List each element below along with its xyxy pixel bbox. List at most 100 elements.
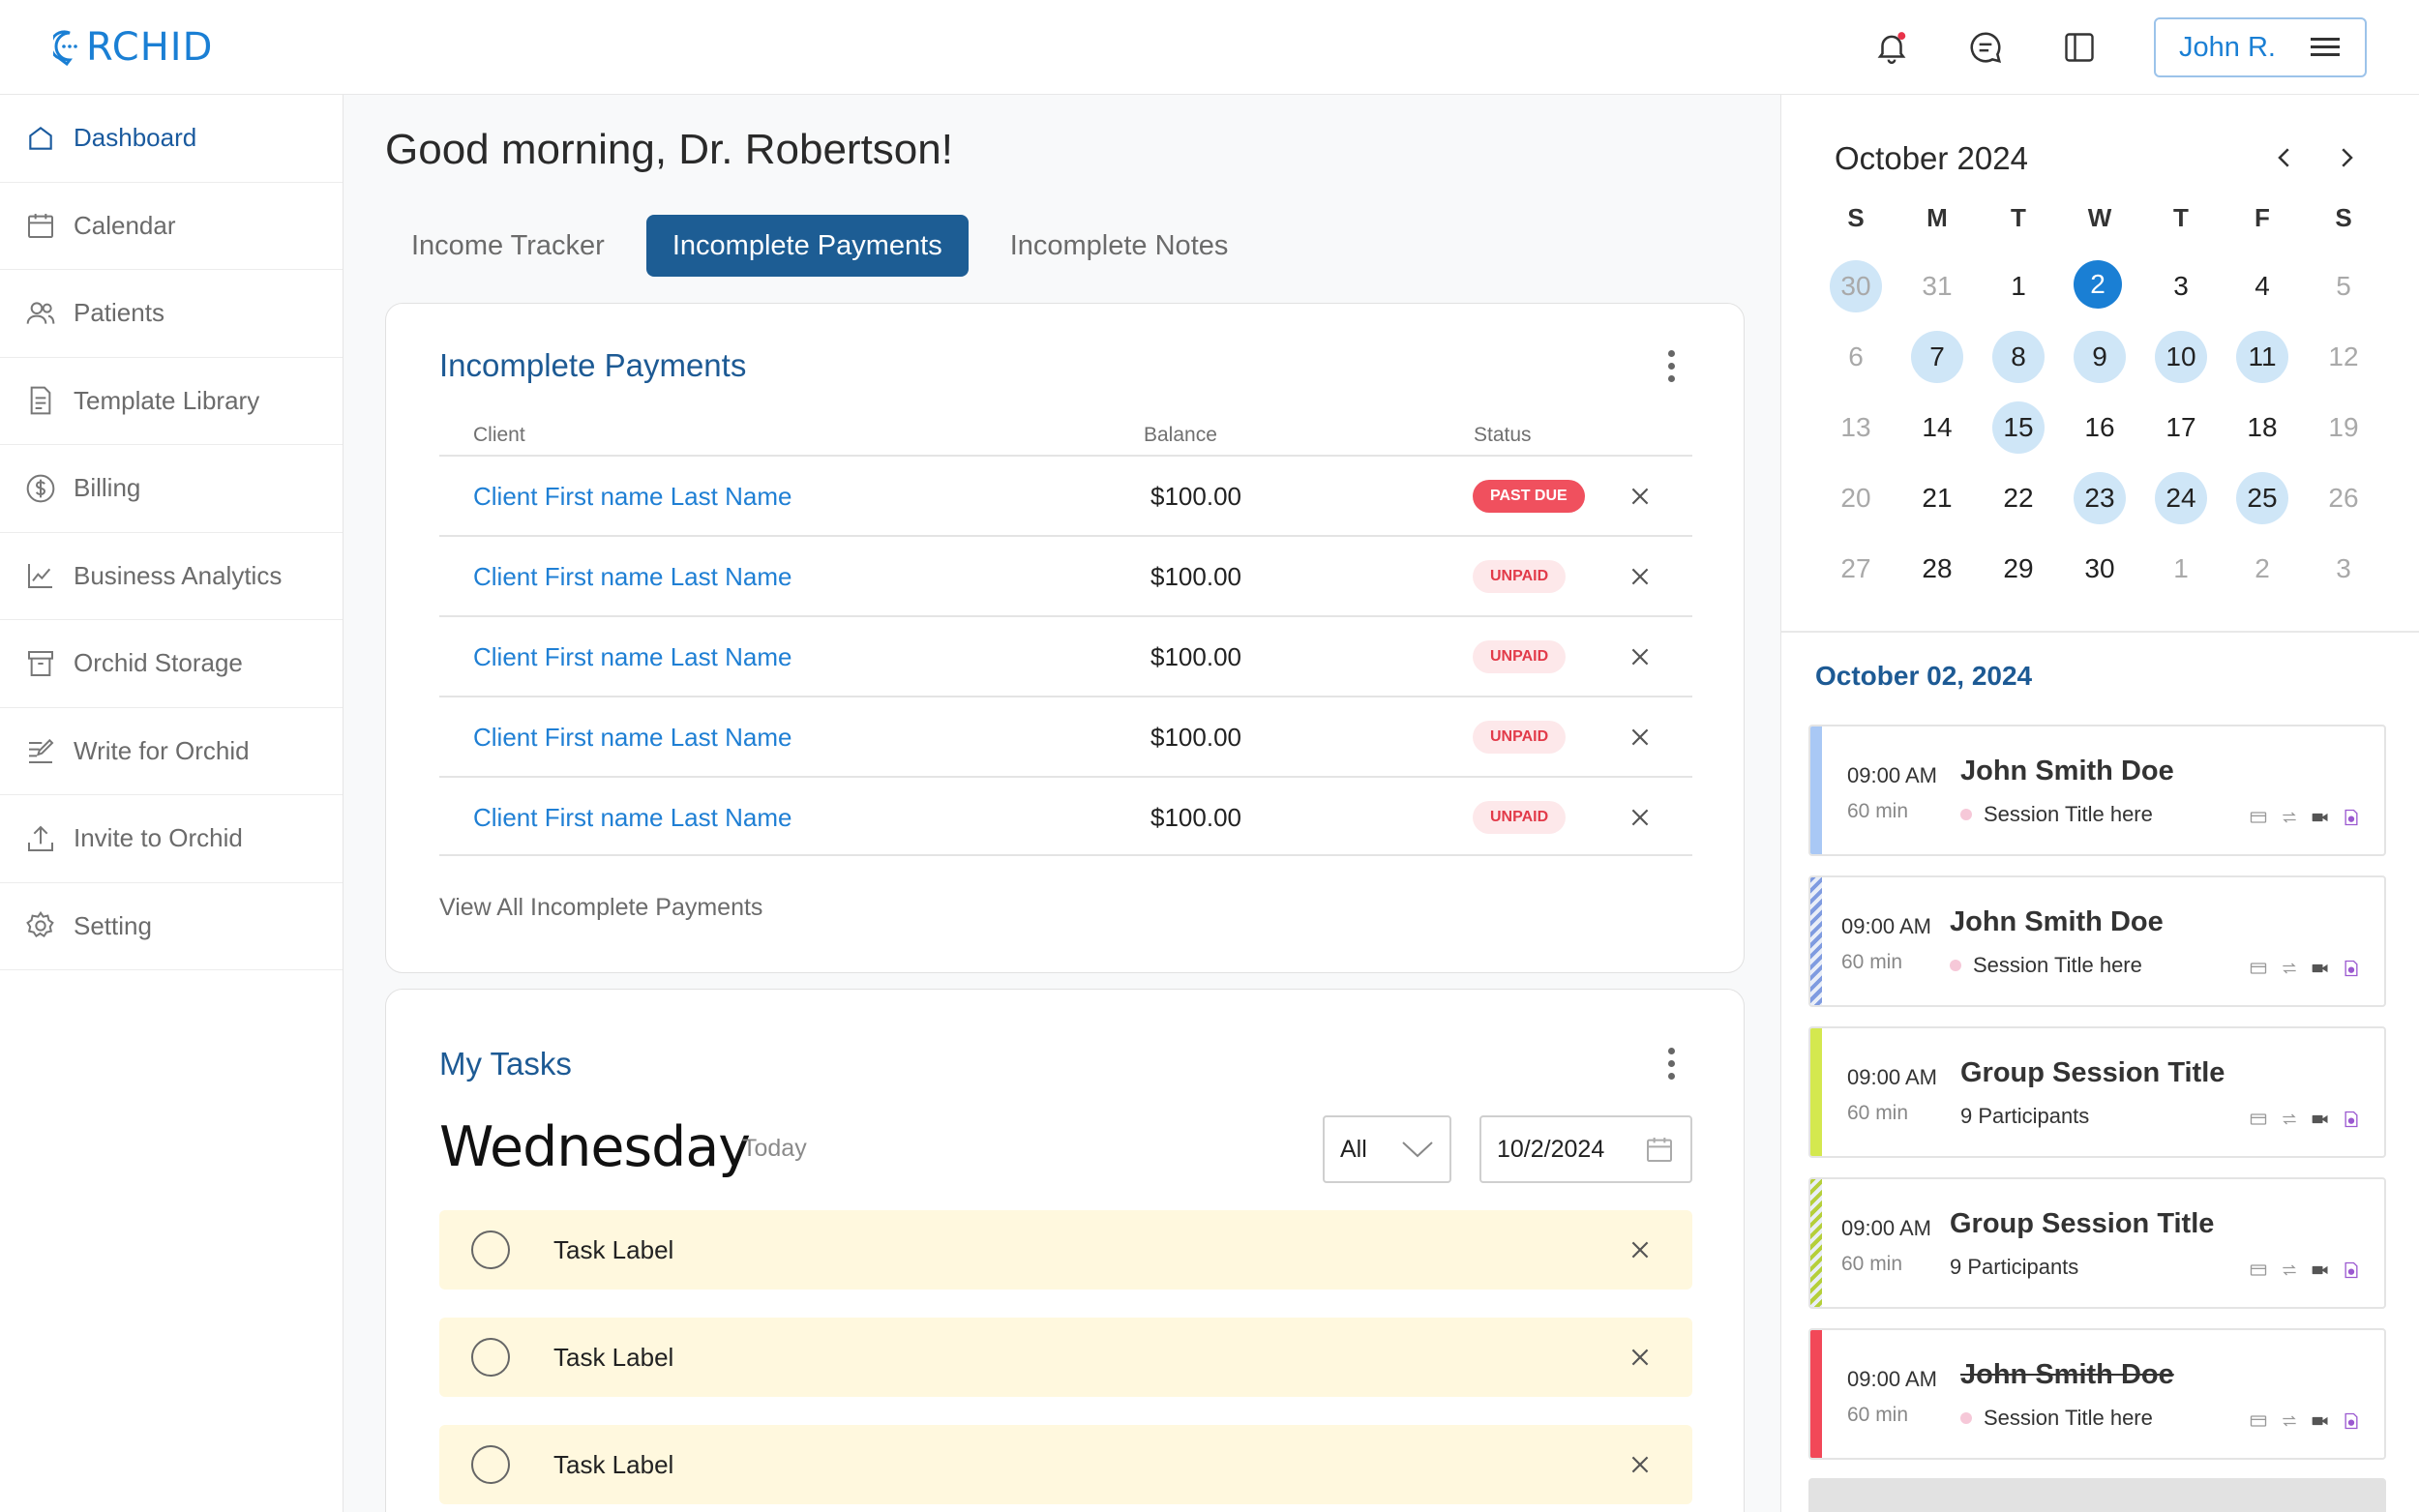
appointment-card[interactable]: 09:00 AM 60 min John Smith Doe Session T…: [1808, 1328, 2386, 1460]
card-icon[interactable]: [2249, 1411, 2268, 1431]
calendar-day[interactable]: 2: [2255, 553, 2270, 583]
sidebar-item-billing[interactable]: Billing: [0, 445, 343, 533]
panel-toggle-button[interactable]: [2059, 27, 2100, 68]
sidebar-item-patients[interactable]: Patients: [0, 270, 343, 358]
tab-incomplete-payments[interactable]: Incomplete Payments: [645, 215, 969, 277]
note-icon[interactable]: [2342, 959, 2361, 978]
calendar-day[interactable]: 13: [1840, 412, 1871, 442]
calendar-day[interactable]: 25: [2236, 472, 2288, 524]
close-icon[interactable]: [1628, 1237, 1653, 1262]
task-filter-select[interactable]: All: [1323, 1115, 1451, 1183]
sidebar-item-template-library[interactable]: Template Library: [0, 358, 343, 445]
sidebar-item-dashboard[interactable]: Dashboard: [0, 95, 343, 183]
calendar-day[interactable]: 11: [2236, 331, 2288, 383]
calendar-day[interactable]: 7: [1911, 331, 1963, 383]
more-options-button[interactable]: [1668, 1048, 1676, 1085]
close-icon[interactable]: [1628, 644, 1653, 669]
repeat-icon[interactable]: [2280, 959, 2299, 978]
sidebar-item-business-analytics[interactable]: Business Analytics: [0, 533, 343, 620]
calendar-day[interactable]: 6: [1848, 341, 1864, 371]
calendar-day[interactable]: 9: [2074, 331, 2126, 383]
calendar-day[interactable]: 30: [2084, 553, 2115, 583]
tab-income-tracker[interactable]: Income Tracker: [411, 229, 605, 261]
close-icon[interactable]: [1628, 484, 1653, 509]
appointment-card[interactable]: 09:00 AM 60 min John Smith Doe Session T…: [1808, 875, 2386, 1007]
calendar-day[interactable]: 22: [2003, 483, 2034, 513]
calendar-day[interactable]: 30: [1830, 260, 1882, 312]
calendar-day[interactable]: 1: [2173, 553, 2189, 583]
calendar-day[interactable]: 1: [2011, 271, 2026, 301]
task-date-input[interactable]: 10/2/2024: [1479, 1115, 1692, 1183]
calendar-day[interactable]: 14: [1922, 412, 1953, 442]
close-icon[interactable]: [1628, 805, 1653, 830]
calendar-day[interactable]: 23: [2074, 472, 2126, 524]
note-icon[interactable]: [2342, 1110, 2361, 1129]
calendar-day[interactable]: 10: [2155, 331, 2207, 383]
video-icon[interactable]: [2311, 808, 2330, 827]
close-icon[interactable]: [1628, 1345, 1653, 1370]
repeat-icon[interactable]: [2280, 1110, 2299, 1129]
card-icon[interactable]: [2249, 1260, 2268, 1280]
view-all-payments-link[interactable]: View All Incomplete Payments: [439, 894, 763, 921]
calendar-day-selected[interactable]: 2: [2074, 260, 2122, 309]
notifications-button[interactable]: [1871, 27, 1912, 68]
calendar-day[interactable]: 15: [1992, 401, 2045, 454]
messages-button[interactable]: [1965, 27, 2006, 68]
card-icon[interactable]: [2249, 959, 2268, 978]
video-icon[interactable]: [2311, 1110, 2330, 1129]
close-icon[interactable]: [1628, 725, 1653, 750]
calendar-day[interactable]: 4: [2255, 271, 2270, 301]
video-icon[interactable]: [2311, 959, 2330, 978]
close-icon[interactable]: [1628, 1452, 1653, 1477]
user-menu-button[interactable]: John R.: [2154, 17, 2367, 77]
calendar-day[interactable]: 27: [1840, 553, 1871, 583]
calendar-day[interactable]: 24: [2155, 472, 2207, 524]
chevron-right-icon[interactable]: [2332, 143, 2361, 172]
client-link[interactable]: Client First name Last Name: [473, 723, 792, 752]
chevron-left-icon[interactable]: [2270, 143, 2299, 172]
appointment-card[interactable]: 09:00 AM 60 min John Smith Doe Session T…: [1808, 725, 2386, 856]
client-link[interactable]: Client First name Last Name: [473, 803, 792, 832]
repeat-icon[interactable]: [2280, 1260, 2299, 1280]
calendar-day[interactable]: 5: [2336, 271, 2351, 301]
appointment-card[interactable]: 09:00 AM 60 min Group Session Title 9 Pa…: [1808, 1026, 2386, 1158]
repeat-icon[interactable]: [2280, 808, 2299, 827]
video-icon[interactable]: [2311, 1260, 2330, 1280]
sidebar-item-setting[interactable]: Setting: [0, 883, 343, 970]
calendar-day[interactable]: 21: [1922, 483, 1953, 513]
calendar-day[interactable]: 18: [2247, 412, 2278, 442]
card-icon[interactable]: [2249, 1110, 2268, 1129]
task-checkbox[interactable]: [471, 1445, 510, 1484]
tab-incomplete-notes[interactable]: Incomplete Notes: [1009, 229, 1229, 261]
close-icon[interactable]: [1628, 564, 1653, 589]
sidebar-item-write-for-orchid[interactable]: Write for Orchid: [0, 708, 343, 795]
calendar-day[interactable]: 26: [2328, 483, 2359, 513]
video-icon[interactable]: [2311, 1411, 2330, 1431]
sidebar-item-calendar[interactable]: Calendar: [0, 183, 343, 270]
note-icon[interactable]: [2342, 1411, 2361, 1431]
client-link[interactable]: Client First name Last Name: [473, 482, 792, 511]
calendar-day[interactable]: 17: [2165, 412, 2196, 442]
repeat-icon[interactable]: [2280, 1411, 2299, 1431]
calendar-day[interactable]: 12: [2328, 341, 2359, 371]
calendar-day[interactable]: 20: [1840, 483, 1871, 513]
note-icon[interactable]: [2342, 1260, 2361, 1280]
card-icon[interactable]: [2249, 808, 2268, 827]
calendar-day[interactable]: 8: [1992, 331, 2045, 383]
client-link[interactable]: Client First name Last Name: [473, 562, 792, 591]
calendar-day[interactable]: 29: [2003, 553, 2034, 583]
task-checkbox[interactable]: [471, 1230, 510, 1269]
calendar-day[interactable]: 28: [1922, 553, 1953, 583]
more-options-button[interactable]: [1668, 350, 1676, 388]
calendar-day[interactable]: 16: [2084, 412, 2115, 442]
sidebar-item-orchid-storage[interactable]: Orchid Storage: [0, 620, 343, 708]
calendar-day[interactable]: 31: [1922, 271, 1953, 301]
calendar-day[interactable]: 3: [2173, 271, 2189, 301]
appointment-card[interactable]: 09:00 AM 60 min Group Session Title 9 Pa…: [1808, 1177, 2386, 1309]
orchid-logo[interactable]: RCHID: [53, 25, 213, 70]
calendar-day[interactable]: 3: [2336, 553, 2351, 583]
note-icon[interactable]: [2342, 808, 2361, 827]
task-checkbox[interactable]: [471, 1338, 510, 1377]
client-link[interactable]: Client First name Last Name: [473, 642, 792, 671]
sidebar-item-invite-to-orchid[interactable]: Invite to Orchid: [0, 795, 343, 883]
